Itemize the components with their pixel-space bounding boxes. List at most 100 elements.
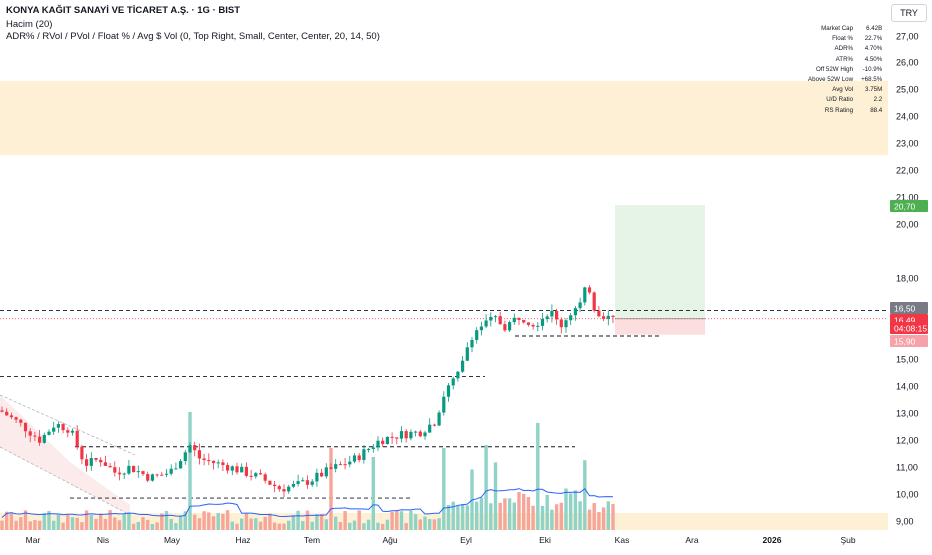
- candle: [197, 450, 201, 459]
- candle: [475, 330, 479, 340]
- volume-bar: [42, 513, 46, 530]
- volume-bar: [66, 514, 70, 530]
- volume-bar: [498, 502, 502, 530]
- x-tick-label: Şub: [840, 535, 855, 545]
- candle: [89, 457, 93, 466]
- candle: [517, 317, 521, 320]
- volume-bar: [188, 412, 192, 530]
- volume-bar: [61, 522, 65, 530]
- supply-zone: [0, 80, 888, 156]
- candle: [117, 472, 122, 475]
- volume-indicator-label[interactable]: Hacim (20): [6, 19, 53, 30]
- candle: [122, 473, 126, 475]
- volume-bar: [5, 511, 9, 530]
- volume-bar: [301, 521, 305, 530]
- candle: [127, 465, 131, 474]
- candle: [33, 435, 37, 437]
- candle: [94, 457, 98, 460]
- currency-button[interactable]: TRY: [891, 4, 927, 22]
- volume-bar: [287, 520, 291, 530]
- volume-bar: [75, 517, 79, 530]
- stats-label: ATR%: [835, 55, 854, 63]
- candle: [183, 452, 187, 462]
- y-tick-label: 23,00: [896, 139, 919, 149]
- candle: [42, 434, 46, 443]
- candle: [357, 455, 361, 460]
- volume-bar: [211, 516, 216, 530]
- volume-bar: [169, 518, 173, 530]
- candle: [470, 339, 474, 348]
- stats-value: 3.75M: [865, 86, 883, 94]
- volume-bar: [399, 511, 404, 530]
- candle: [343, 464, 347, 466]
- volume-bar: [385, 519, 390, 530]
- volume-bar: [19, 517, 23, 530]
- x-tick-label: Kas: [615, 535, 630, 545]
- symbol-title[interactable]: KONYA KAĞIT SANAYİ VE TİCARET A.Ş. · 1G …: [6, 5, 241, 16]
- adr-indicator-label[interactable]: ADR% / RVol / PVol / Float % / Avg $ Vol…: [6, 31, 380, 42]
- volume-bar: [37, 520, 42, 530]
- candle: [602, 316, 606, 319]
- candle: [428, 424, 432, 433]
- x-tick-label: Ara: [685, 535, 699, 545]
- candle: [545, 316, 549, 320]
- volume-bar: [146, 519, 150, 530]
- volume-bar: [160, 513, 164, 530]
- y-tick-label: 27,00: [896, 32, 919, 42]
- volume-bar: [601, 507, 606, 530]
- volume-bar: [423, 516, 427, 530]
- stats-value: 4.50%: [864, 55, 883, 63]
- candle: [141, 471, 145, 475]
- volume-bar: [324, 519, 328, 530]
- y-tick-label: 14,00: [896, 382, 919, 392]
- candle: [395, 437, 399, 439]
- candle: [315, 472, 319, 482]
- stats-label: RS Rating: [824, 106, 854, 114]
- candle: [216, 462, 220, 464]
- y-tick-label: 18,00: [896, 274, 919, 284]
- volume-bar: [338, 522, 343, 530]
- volume-bar: [460, 503, 465, 530]
- volume-bar: [33, 520, 37, 530]
- stats-row: ADR% 4.70%: [806, 44, 884, 54]
- y-tick-label: 15,00: [896, 355, 919, 365]
- stats-value: 22.7%: [864, 35, 883, 43]
- candle: [80, 446, 84, 460]
- candle: [479, 326, 483, 331]
- candle: [9, 415, 13, 418]
- volume-bar: [263, 516, 267, 530]
- volume-bar: [489, 503, 493, 530]
- stats-label: U/D Ratio: [826, 96, 854, 104]
- candle: [555, 310, 559, 320]
- volume-bar: [507, 498, 512, 530]
- volume-bar: [221, 513, 225, 530]
- candle: [404, 431, 408, 439]
- x-tick-label: Eyl: [460, 535, 472, 545]
- candle: [235, 466, 239, 473]
- x-tick-label: Mar: [26, 535, 41, 545]
- volume-bar: [531, 505, 535, 530]
- x-tick-label: 2026: [763, 535, 782, 545]
- candle: [578, 302, 582, 309]
- candle: [456, 371, 460, 379]
- volume-bar: [559, 502, 563, 530]
- candle: [136, 471, 140, 473]
- y-tick-label: 24,00: [896, 112, 919, 122]
- volume-bar: [432, 519, 437, 530]
- volume-bar: [569, 493, 573, 530]
- volume-bar: [202, 511, 206, 530]
- candle: [23, 422, 28, 432]
- candle: [573, 308, 577, 316]
- candle: [531, 324, 535, 327]
- volume-bar: [479, 497, 484, 530]
- volume-bar: [413, 514, 418, 530]
- candle: [390, 436, 394, 438]
- candle: [399, 431, 404, 439]
- candle: [85, 459, 89, 466]
- volume-bar: [357, 510, 361, 530]
- y-tick-label: 13,00: [896, 409, 919, 419]
- candle: [498, 316, 502, 325]
- stats-row: Above 52W Low +68.5%: [806, 75, 884, 85]
